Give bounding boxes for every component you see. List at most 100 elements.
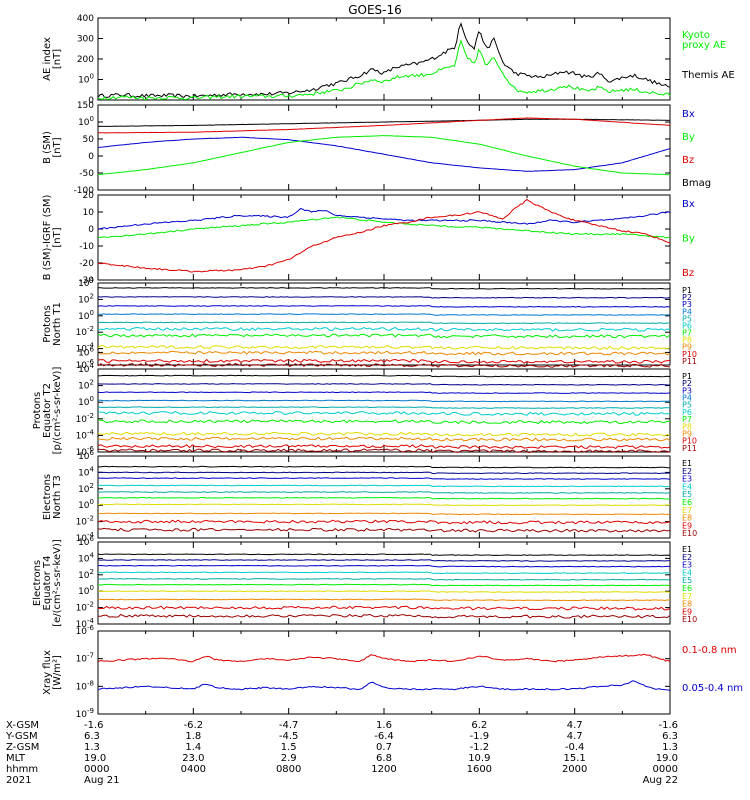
- series-line-en-E6: [97, 496, 671, 500]
- footer-cell-1-1: 1.8: [185, 731, 201, 742]
- y-axis-label-pe: ProtonsEquator T2[p/(cm²-s-sr-keV)]: [32, 367, 63, 455]
- legend-ee-E8: E8: [682, 600, 692, 609]
- series-line-pn-P9: [97, 350, 671, 356]
- legend-pn-P10: P10: [682, 350, 697, 359]
- legend-en-E10: E10: [682, 529, 697, 538]
- series-line-pn-P6: [97, 326, 671, 332]
- panel-ee: 10-4 10-2 100 102 104 106 ElectronsEquator T4[…: [32, 535, 697, 630]
- legend-ee-E2: E2: [682, 553, 692, 562]
- y-axis-label-ee: ElectronsEquator T4[e/(cm²-s-sr-keV)]: [32, 539, 63, 627]
- footer-cell-0-4: 0000: [84, 764, 109, 775]
- series-line-en-E4: [97, 484, 671, 488]
- legend-pe-P8: P8: [682, 422, 692, 431]
- y-tick-label-1-2: 0: [88, 152, 94, 162]
- footer-cell-0-1: 6.3: [84, 731, 100, 742]
- series-line-pe-P9: [97, 436, 671, 442]
- panel-frame-xray: [97, 630, 671, 715]
- series-line-ee-E7: [97, 590, 671, 593]
- series-line-pe-P2: [97, 383, 671, 386]
- footer-cell-3-0: 1.6: [376, 720, 392, 731]
- legend-en-E8: E8: [682, 514, 692, 523]
- footer-cell-0-0: -1.6: [84, 720, 104, 731]
- y-tick-label-6-0: 10-4: [76, 617, 95, 630]
- legend-ae-2: Themis AE: [681, 70, 735, 81]
- y-tick-label-0-2: 200: [77, 55, 94, 65]
- legend-en-E2: E2: [682, 467, 692, 476]
- series-line-en-E7: [97, 503, 671, 507]
- legend-pe-P7: P7: [682, 415, 692, 424]
- legend-ae-0: Kyoto: [682, 30, 710, 41]
- y-axis-label-en: ElectronsNorth T3: [42, 474, 63, 520]
- footer-cell-2-4: 0800: [276, 764, 301, 775]
- series-line-pn-P8: [97, 344, 671, 350]
- footer-cell-4-4: 1600: [467, 764, 492, 775]
- legend-ee-E1: E1: [682, 545, 692, 554]
- legend-pn-P1: P1: [682, 286, 692, 295]
- footer-cell-0-2: 1.3: [84, 742, 100, 753]
- y-tick-label-3-2: 10-2: [76, 325, 94, 338]
- y-tick-label-4-2: 10-2: [76, 412, 94, 425]
- legend-en-E1: E1: [682, 459, 692, 468]
- legend-pe-P1: P1: [682, 372, 692, 381]
- legend-pe-P9: P9: [682, 429, 692, 438]
- y-tick-label-6-2: 100: [78, 584, 94, 597]
- footer-row-label-4: hhmm: [6, 764, 38, 775]
- y-tick-label-4-0: 10-6: [76, 445, 95, 458]
- footer-cell-1-4: 0400: [181, 764, 206, 775]
- legend-pe-P10: P10: [682, 437, 697, 446]
- footer-cell-3-2: 0.7: [376, 742, 392, 753]
- footer-cell-1-2: 1.4: [185, 742, 201, 753]
- y-tick-label-1-5: 150: [77, 101, 94, 111]
- series-line-pe-P5: [97, 406, 670, 409]
- y-tick-label-4-1: 10-4: [76, 428, 95, 441]
- series-line-bdiff-1: [97, 216, 671, 239]
- footer-cell-0-5: Aug 21: [84, 775, 119, 786]
- footer-cell-6-2: 1.3: [662, 742, 678, 753]
- legend-pn-P8: P8: [682, 336, 692, 345]
- footer-row-label-5: 2021: [6, 775, 31, 786]
- series-line-ee-E8: [97, 598, 671, 602]
- y-tick-label-3-1: 10-4: [76, 342, 95, 355]
- series-line-pn-P5: [97, 321, 671, 325]
- series-line-ee-E6: [97, 583, 671, 587]
- series-line-pe-P11: [97, 448, 671, 454]
- y-tick-label-2-2: -10: [79, 242, 94, 252]
- footer-cell-3-3: 6.8: [376, 753, 392, 764]
- legend-pn-P6: P6: [682, 321, 692, 330]
- series-line-en-E10: [97, 527, 671, 533]
- legend-pe-P3: P3: [682, 386, 692, 395]
- legend-pn-P4: P4: [682, 307, 692, 316]
- y-tick-label-2-4: 10: [83, 208, 95, 218]
- footer-cell-6-1: 6.3: [662, 731, 678, 742]
- series-line-ee-E5: [97, 578, 671, 581]
- y-axis-label-xray: Xray flux[W/m²]: [42, 650, 63, 695]
- y-axis-label-bdiff: B (SM)-IGRF (SM)[nT]: [42, 195, 63, 281]
- series-line-ee-E4: [97, 571, 671, 575]
- footer-cell-6-0: -1.6: [658, 720, 678, 731]
- legend-pn-P7: P7: [682, 329, 692, 338]
- footer-row-label-2: Z-GSM: [6, 742, 39, 753]
- series-line-pn-P1: [98, 287, 671, 290]
- plot-title: GOES-16: [348, 3, 402, 17]
- series-line-en-E2: [98, 471, 671, 475]
- series-line-pe-P7: [97, 419, 671, 425]
- series-line-xray-0: [97, 653, 671, 663]
- y-tick-label-6-4: 104: [78, 551, 94, 564]
- legend-en-E9: E9: [682, 521, 692, 530]
- footer-cell-2-3: 2.9: [281, 753, 297, 764]
- series-line-bsm-1: [97, 117, 671, 134]
- y-tick-label-2-3: 0: [88, 225, 94, 235]
- series-line-pe-P1: [97, 374, 671, 378]
- legend-bsm-2: Bz: [682, 155, 694, 166]
- series-line-pn-P2: [97, 296, 671, 299]
- footer-row-label-3: MLT: [6, 753, 26, 764]
- y-tick-label-4-5: 104: [78, 362, 94, 375]
- panel-bdiff: -30 -20 -10 0 10 20 B (SM)-IGRF (SM)[nT] Bx By Bz: [42, 191, 695, 286]
- legend-bdiff-2: Bz: [682, 268, 694, 279]
- footer-cell-5-4: 2000: [562, 764, 587, 775]
- y-tick-label-5-5: 106: [78, 449, 94, 462]
- series-line-bdiff-0: [97, 208, 671, 230]
- y-tick-label-7-3: 10-6: [76, 624, 95, 637]
- legend-ee-E10: E10: [682, 615, 697, 624]
